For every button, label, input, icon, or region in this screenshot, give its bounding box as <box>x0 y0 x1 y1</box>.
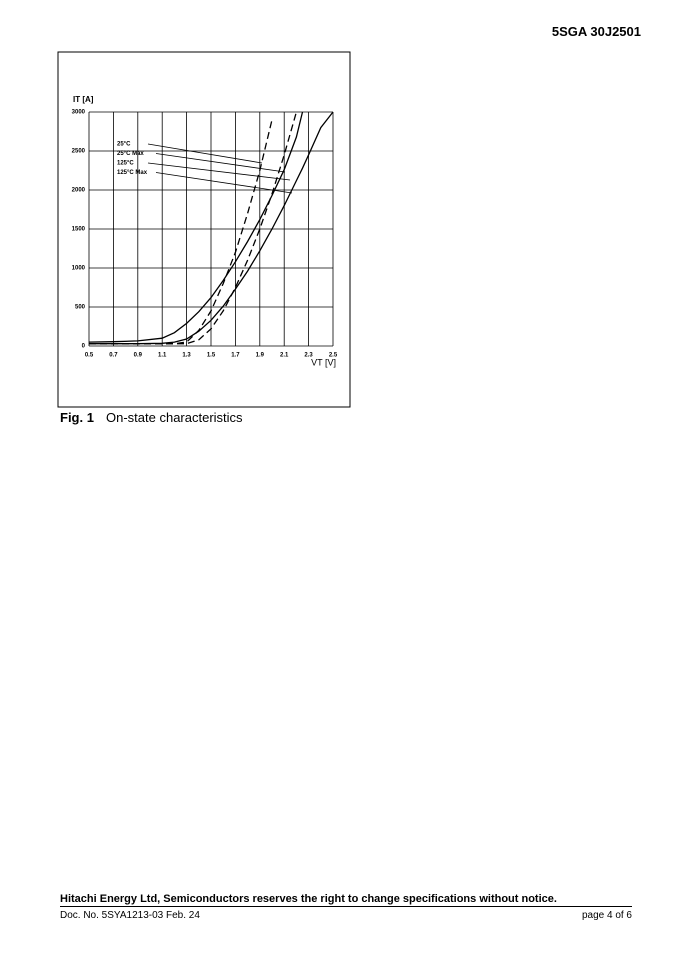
x-tick-label: 1.1 <box>158 353 167 359</box>
x-tick-label: 2.3 <box>304 353 313 359</box>
y-tick-label: 3000 <box>72 110 86 116</box>
legend-leader <box>155 172 293 194</box>
x-tick-label: 0.5 <box>85 353 94 359</box>
series-line <box>88 111 304 343</box>
legend-leader <box>147 162 291 181</box>
x-tick-label: 1.7 <box>231 353 240 359</box>
x-tick-label: 2.5 <box>329 353 338 359</box>
y-tick-label: 1000 <box>72 266 86 272</box>
footer-notice: Hitachi Energy Ltd, Semiconductors reser… <box>60 893 557 905</box>
x-axis-label: VT [V] <box>311 357 336 367</box>
y-tick-label: 0 <box>82 344 86 350</box>
x-tick-label: 2.1 <box>280 353 289 359</box>
legend-label: 25°C <box>117 142 131 148</box>
chart-frame <box>57 51 351 408</box>
y-axis-label: IT [A] <box>73 95 94 104</box>
x-tick-label: 0.9 <box>134 353 143 359</box>
page-number: page 4 of 6 <box>581 910 632 921</box>
y-tick-label: 2500 <box>72 149 86 155</box>
legend-leader <box>155 153 286 173</box>
x-tick-label: 0.7 <box>109 353 118 359</box>
y-tick-label: 1500 <box>72 227 86 233</box>
legend-label: 25°C Max <box>117 151 144 157</box>
x-tick-label: 1.5 <box>207 353 216 359</box>
x-tick-label: 1.9 <box>256 353 265 359</box>
y-tick-label: 2000 <box>72 188 86 194</box>
legend-label: 125°C Max <box>117 170 148 176</box>
x-tick-label: 1.3 <box>182 353 191 359</box>
chart: IT [A] VT [V] 0 500 1000 1500 2000 2500 3000 0.… <box>57 51 351 408</box>
legend-leader <box>147 143 263 164</box>
figure-caption: On-state characteristics <box>106 410 243 425</box>
y-tick-label: 500 <box>75 305 86 311</box>
doc-number: Doc. No. 5SYA1213-03 Feb. 24 <box>60 910 200 921</box>
part-number: 5SGA 30J2501 <box>551 24 641 39</box>
footer-rule <box>60 906 632 907</box>
legend-label: 125°C <box>117 161 134 167</box>
series-line <box>89 111 334 345</box>
figure-number: Fig. 1 <box>60 410 94 425</box>
